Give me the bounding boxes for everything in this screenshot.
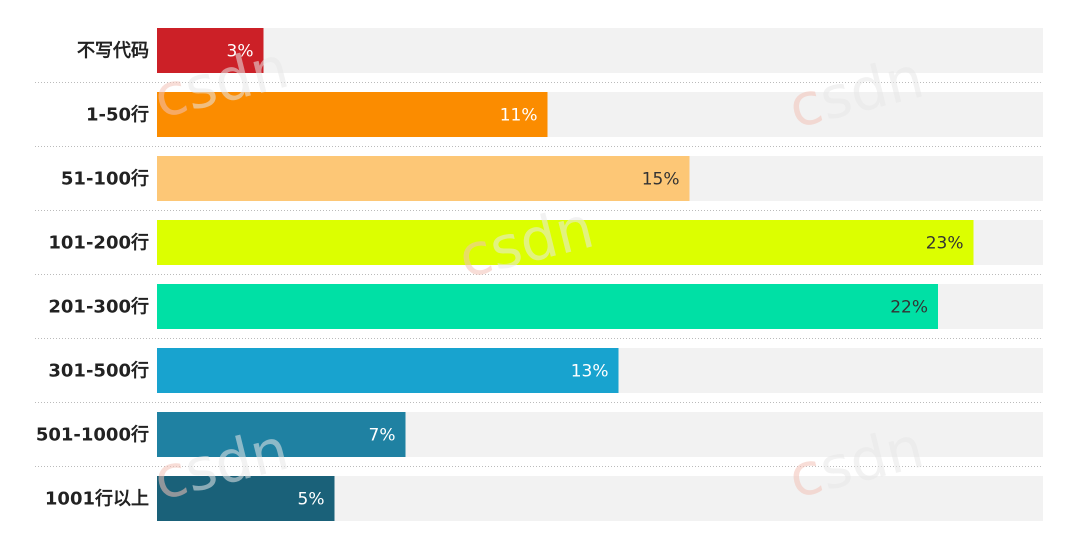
category-label: 1-50行	[86, 104, 149, 126]
category-label: 301-500行	[48, 360, 149, 382]
category-label: 1001行以上	[45, 488, 149, 510]
csdn-watermark: csdn	[452, 193, 600, 292]
value-label: 5%	[298, 490, 325, 510]
bar	[157, 476, 335, 521]
value-label: 3%	[227, 42, 254, 62]
category-label: 201-300行	[48, 296, 149, 318]
row-dividers	[35, 82, 1043, 467]
value-label: 15%	[642, 170, 680, 190]
bar	[157, 348, 619, 393]
bars	[157, 28, 974, 521]
value-label: 23%	[926, 234, 964, 254]
category-labels: 不写代码 1-50行 51-100行 101-200行 201-300行 301-500行…	[36, 41, 149, 510]
bar	[157, 220, 974, 265]
bar	[157, 156, 690, 201]
bar	[157, 284, 938, 329]
value-label: 22%	[890, 298, 928, 318]
csdn-watermark: csdn	[147, 415, 295, 514]
category-label: 101-200行	[48, 232, 149, 254]
category-label: 不写代码	[77, 41, 149, 62]
category-label: 501-1000行	[36, 424, 149, 446]
category-label: 51-100行	[61, 168, 149, 190]
bar-track	[157, 28, 1043, 73]
value-label: 13%	[571, 362, 609, 382]
bar	[157, 92, 548, 137]
bar	[157, 412, 406, 457]
value-label: 11%	[500, 106, 538, 126]
bar	[157, 28, 264, 73]
value-labels: 3% 11% 15% 23% 22% 13% 7% 5%	[227, 42, 964, 510]
value-label: 7%	[369, 426, 396, 446]
